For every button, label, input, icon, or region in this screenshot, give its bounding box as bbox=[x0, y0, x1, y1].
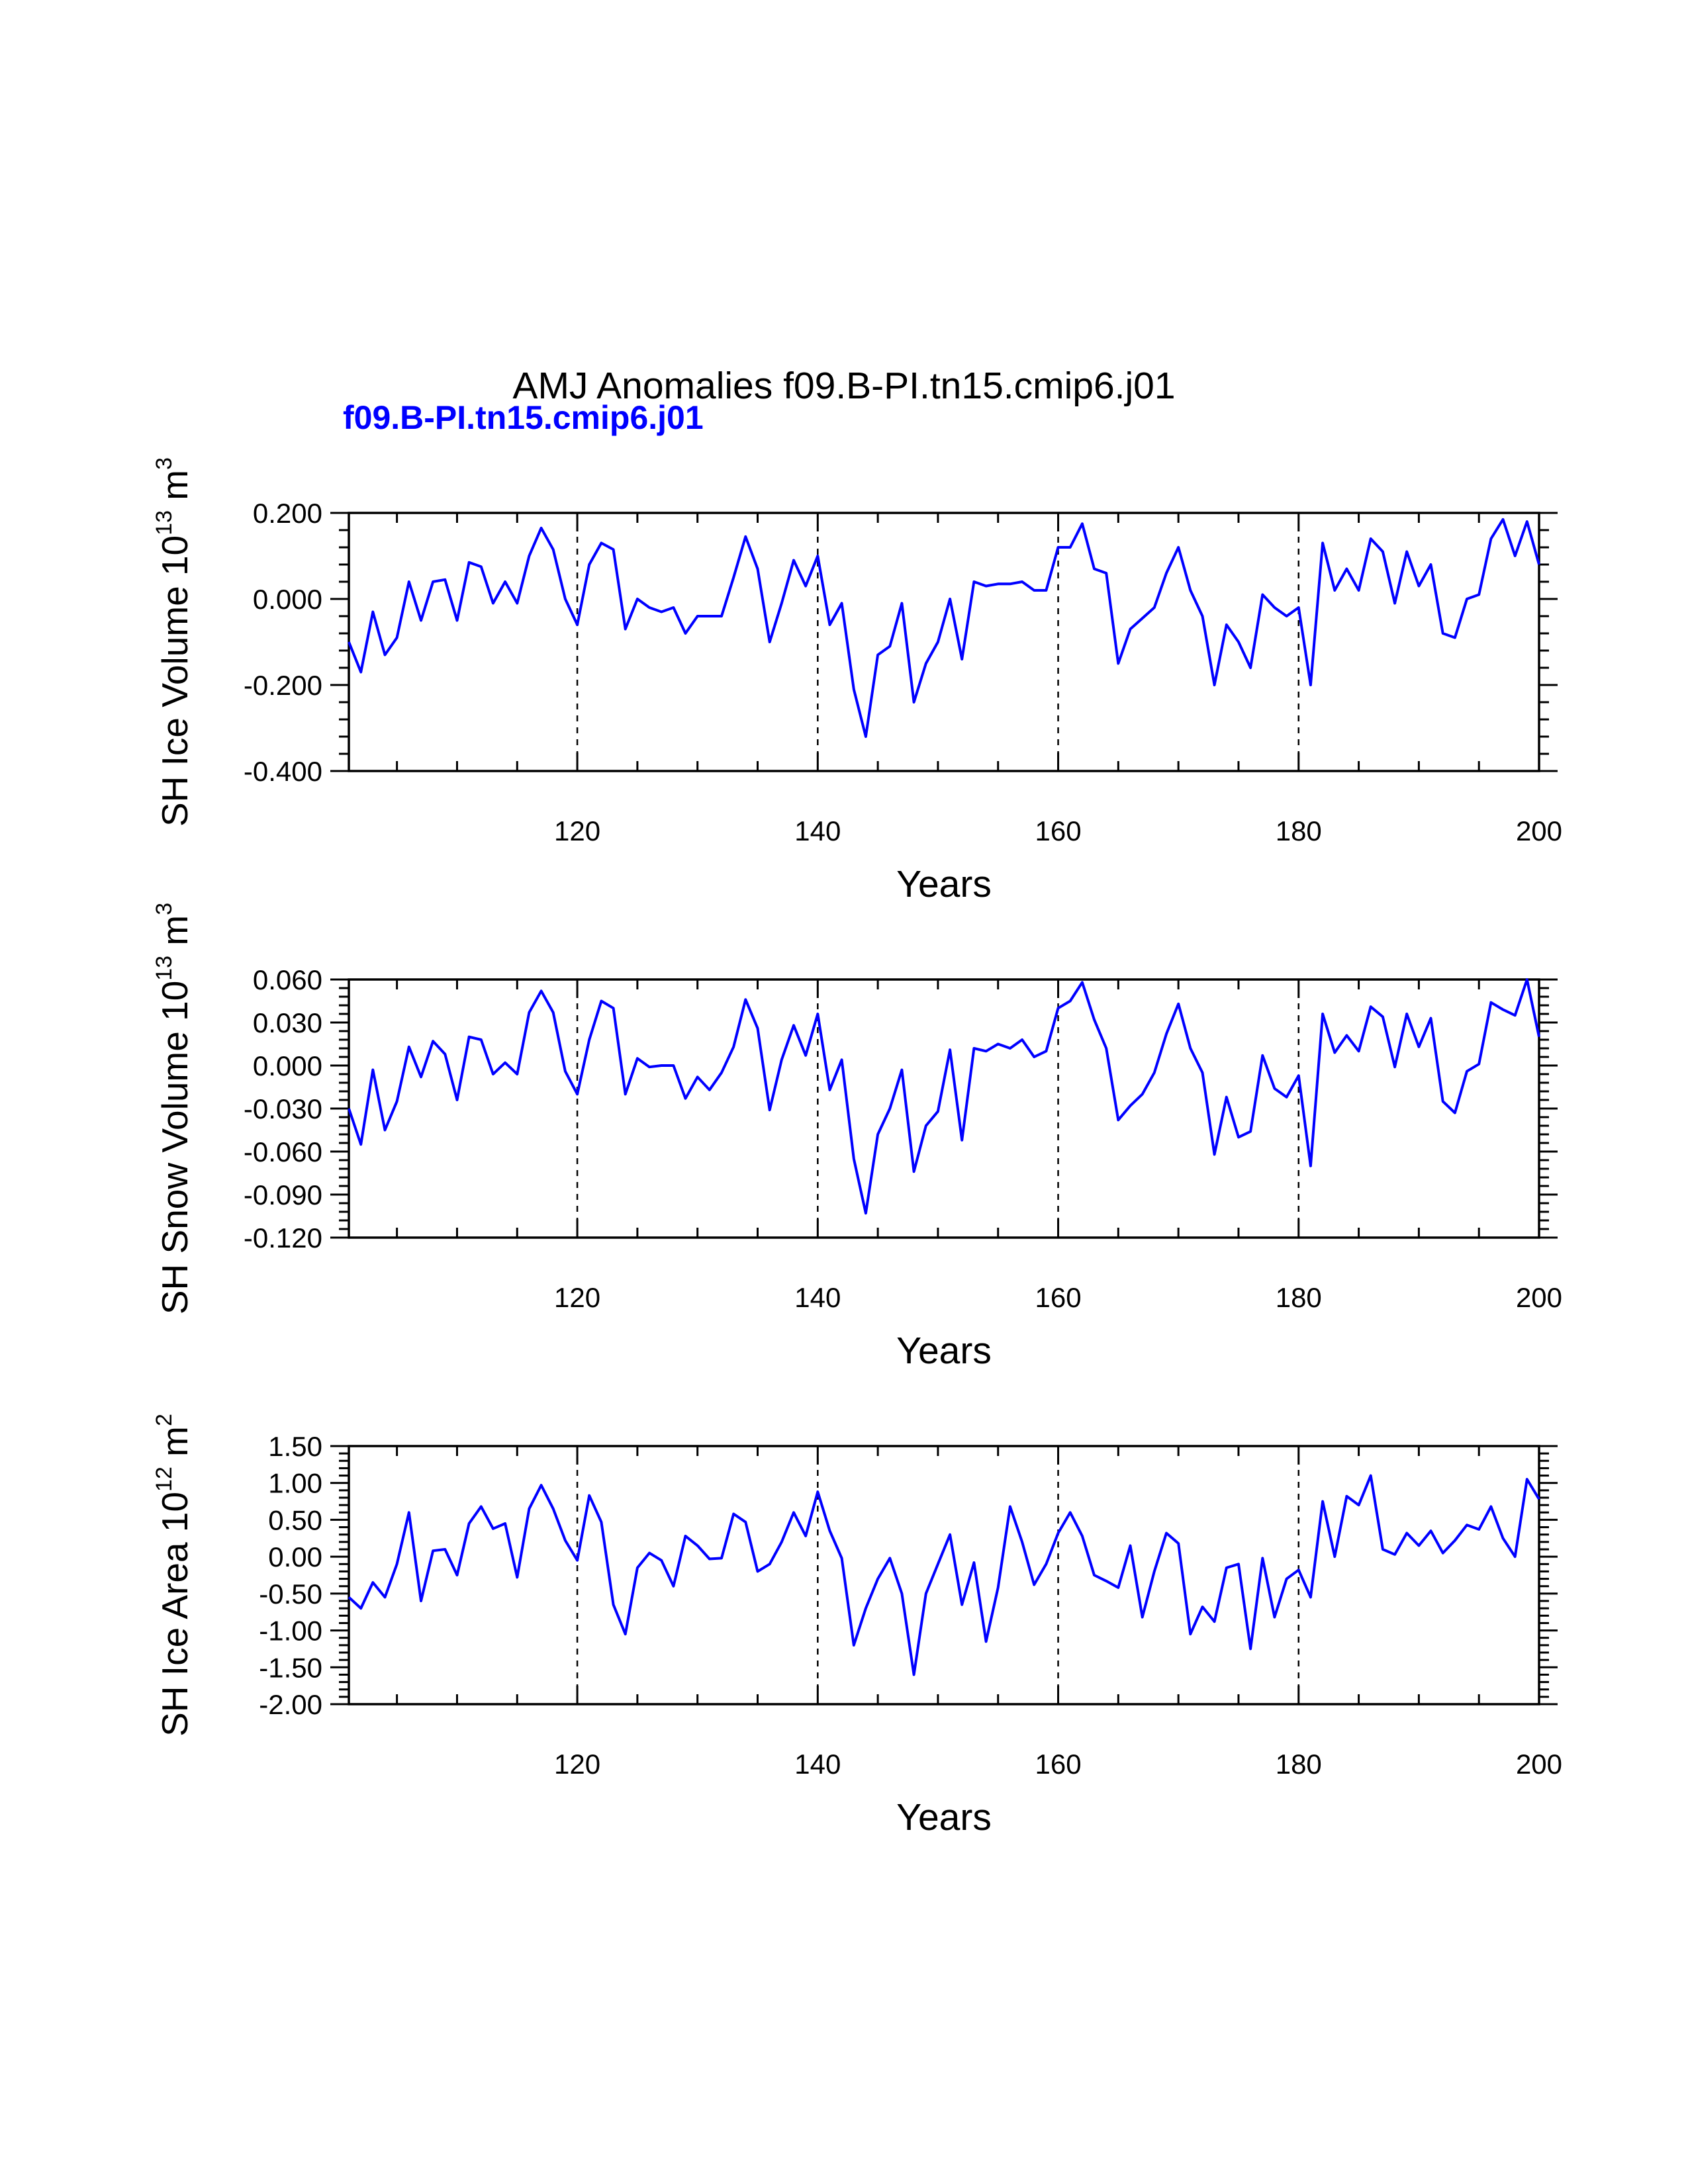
plot-frame bbox=[348, 512, 1540, 772]
chart-panel-3: 120 140 160 180 200 1.50 1.00 0.50 0.00 -0.50 -1.0… bbox=[152, 1414, 1562, 1839]
y-tick-label: -0.060 bbox=[244, 1136, 322, 1167]
y-axis-label-part: 3 bbox=[152, 457, 177, 470]
series-line bbox=[348, 1474, 1540, 1676]
y-axis-label-part: 3 bbox=[152, 903, 177, 915]
y-tick-label: -0.400 bbox=[244, 756, 322, 787]
y-tick-label: 0.030 bbox=[253, 1007, 322, 1038]
x-tick-label: 120 bbox=[554, 1282, 600, 1313]
y-axis-label: SH Snow Volume 1013 m3 bbox=[152, 903, 195, 1314]
y-tick-label: 1.00 bbox=[268, 1468, 322, 1499]
y-axis-label-part: 2 bbox=[152, 1414, 177, 1426]
figure-title: AMJ Anomalies f09.B-PI.tn15.cmip6.j01 bbox=[512, 365, 1175, 407]
chart-panels: 120 140 160 180 200 0.200 0.000 -0.200 -0.400 Yea… bbox=[152, 457, 1562, 1839]
y-axis-label-part: 13 bbox=[152, 510, 177, 535]
x-tick-label: 180 bbox=[1276, 1282, 1322, 1313]
figure-subtitle: f09.B-PI.tn15.cmip6.j01 bbox=[343, 399, 704, 436]
y-axis-label-part: SH Snow Volume 10 bbox=[154, 981, 195, 1314]
y-tick-label: -1.50 bbox=[259, 1652, 322, 1683]
y-tick-label: -0.090 bbox=[244, 1179, 322, 1210]
x-axis-label: Years bbox=[896, 1330, 992, 1372]
y-tick-label: 0.000 bbox=[253, 584, 322, 615]
y-tick-label: -0.50 bbox=[259, 1578, 322, 1610]
chart-panel-2: 120 140 160 180 200 0.060 0.030 0.000 -0.030 -0.0… bbox=[152, 903, 1562, 1372]
x-tick-label: 160 bbox=[1035, 1282, 1081, 1313]
y-axis-label-part: 13 bbox=[152, 956, 177, 981]
y-tick-label: 0.200 bbox=[253, 498, 322, 529]
plot-frame bbox=[348, 1445, 1540, 1706]
y-axis-label: SH Ice Area 1012 m2 bbox=[152, 1414, 195, 1737]
x-tick-label: 200 bbox=[1516, 1282, 1562, 1313]
x-tick-label: 120 bbox=[554, 1749, 600, 1780]
x-tick-label: 160 bbox=[1035, 1749, 1081, 1780]
y-axis-label-part: m bbox=[154, 1426, 195, 1467]
y-tick-label: -0.200 bbox=[244, 670, 322, 701]
x-axis-label: Years bbox=[896, 1796, 992, 1839]
x-tick-label: 140 bbox=[794, 1282, 841, 1313]
x-tick-label: 180 bbox=[1276, 1749, 1322, 1780]
x-tick-label: 160 bbox=[1035, 815, 1081, 846]
y-axis-label-part: m bbox=[154, 470, 195, 510]
y-tick-label: -1.00 bbox=[259, 1615, 322, 1647]
y-tick-label: 0.000 bbox=[253, 1050, 322, 1081]
series-line bbox=[348, 978, 1540, 1215]
y-axis-label-part: m bbox=[154, 915, 195, 956]
y-tick-label: -2.00 bbox=[259, 1689, 322, 1720]
y-tick-label: 0.00 bbox=[268, 1541, 322, 1572]
x-tick-label: 140 bbox=[794, 1749, 841, 1780]
y-tick-label: -0.120 bbox=[244, 1222, 322, 1253]
y-axis-label: SH Ice Volume 1013 m3 bbox=[152, 457, 195, 827]
x-tick-label: 200 bbox=[1516, 815, 1562, 846]
x-axis-label: Years bbox=[896, 863, 992, 905]
x-tick-label: 200 bbox=[1516, 1749, 1562, 1780]
chart-panel-1: 120 140 160 180 200 0.200 0.000 -0.200 -0.400 Yea… bbox=[152, 457, 1562, 905]
y-axis-label-part: SH Ice Volume 10 bbox=[154, 535, 195, 827]
y-axis-label-part: SH Ice Area 10 bbox=[154, 1492, 195, 1737]
y-tick-label: 1.50 bbox=[268, 1431, 322, 1462]
y-axis-label-part: 12 bbox=[152, 1467, 177, 1492]
series-line bbox=[348, 518, 1540, 738]
x-tick-label: 180 bbox=[1276, 815, 1322, 846]
x-tick-label: 120 bbox=[554, 815, 600, 846]
y-tick-label: -0.030 bbox=[244, 1093, 322, 1124]
y-tick-label: 0.50 bbox=[268, 1504, 322, 1535]
x-tick-label: 140 bbox=[794, 815, 841, 846]
y-tick-label: 0.060 bbox=[253, 964, 322, 995]
